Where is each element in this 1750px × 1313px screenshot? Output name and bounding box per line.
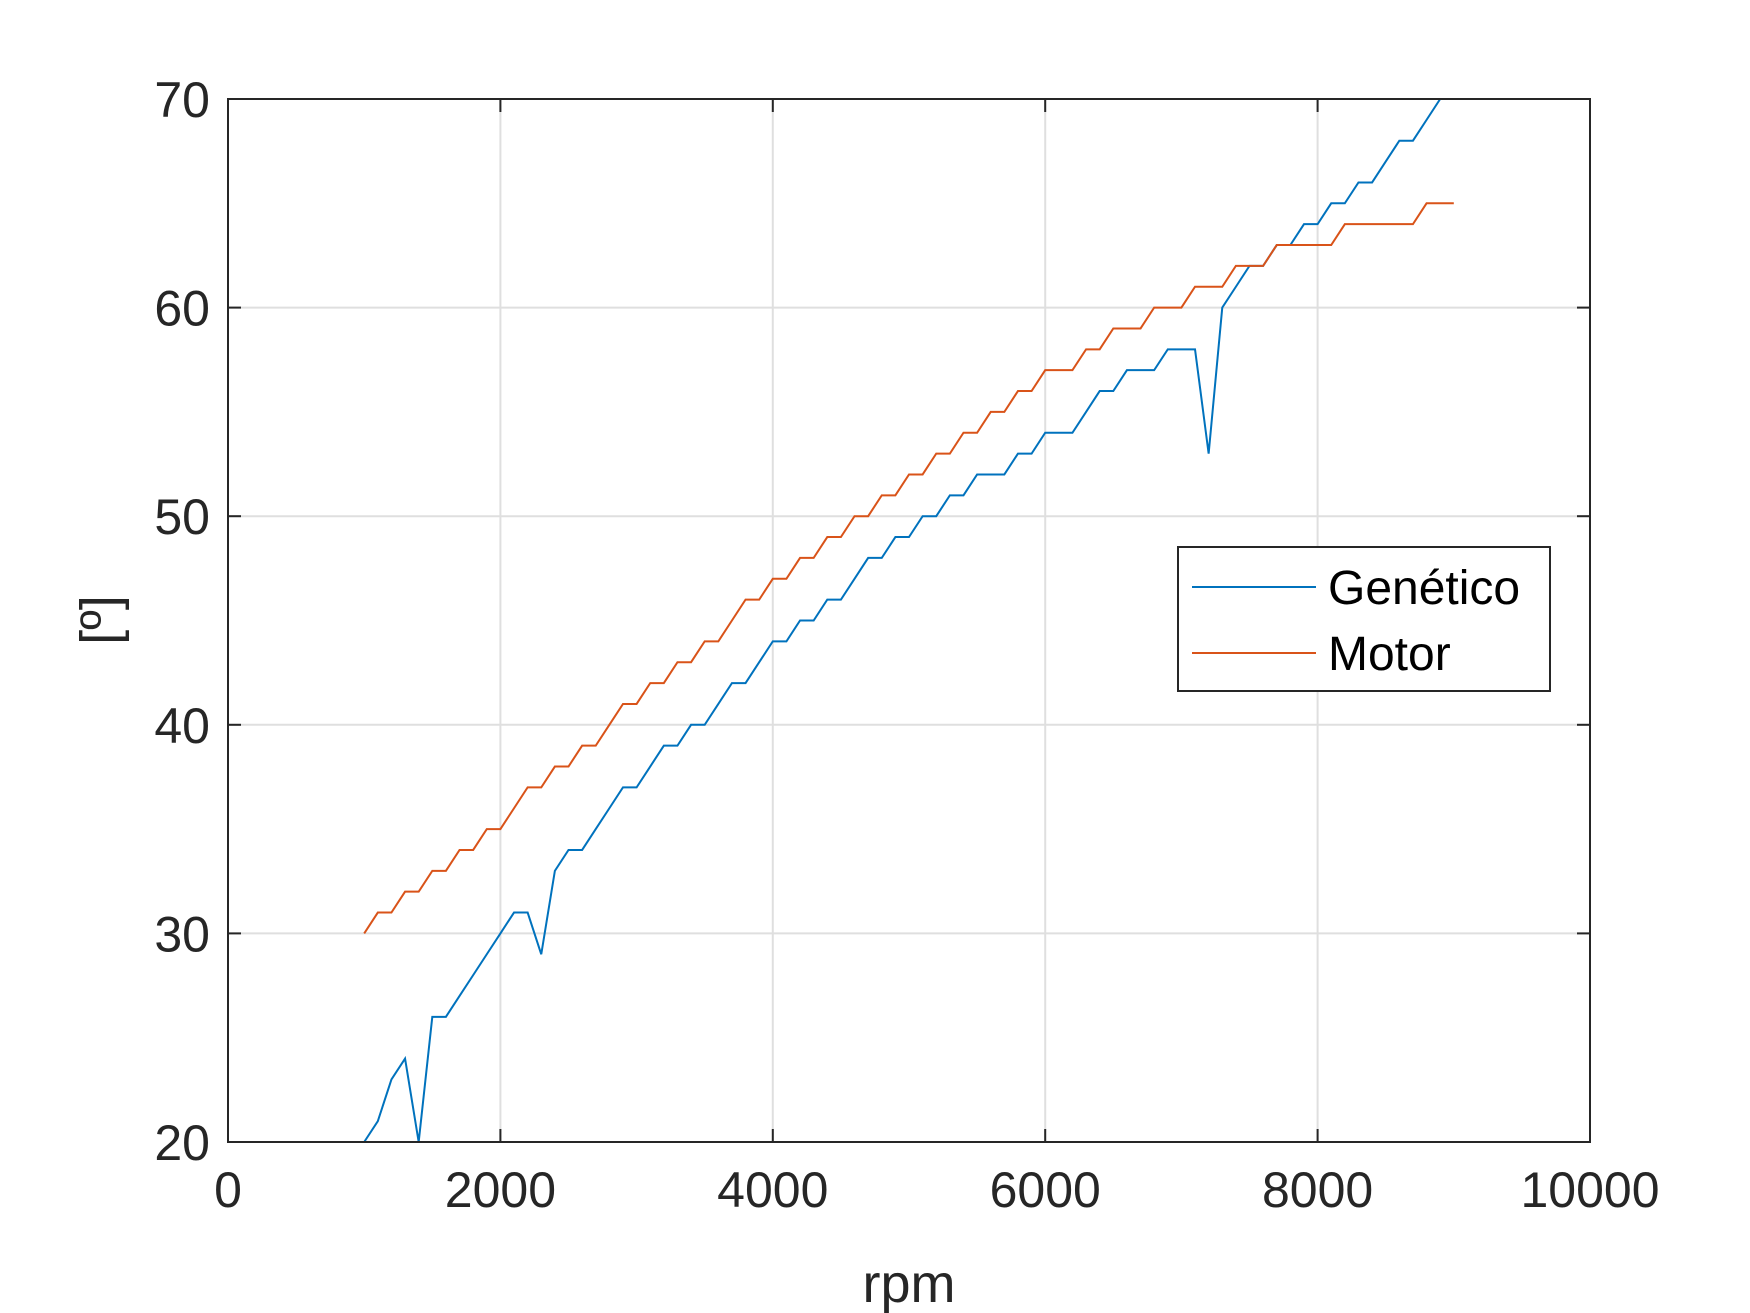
x-tick-label: 10000	[1520, 1162, 1659, 1218]
plot-frame	[227, 98, 1591, 1143]
tick-marks	[227, 98, 1591, 1143]
y-tick-label: 20	[154, 1115, 210, 1171]
x-tick-label: 0	[214, 1162, 242, 1218]
series-line-motor	[363, 202, 1454, 934]
x-tick-label: 4000	[717, 1162, 828, 1218]
y-tick-label: 30	[154, 906, 210, 962]
y-axis-label: [º]	[70, 595, 130, 645]
y-tick-label: 40	[154, 698, 210, 754]
x-tick-labels: 0 2000 4000 6000 8000 10000	[214, 1162, 1659, 1218]
x-tick-label: 2000	[445, 1162, 556, 1218]
y-tick-labels: 20 30 40 50 60 70	[154, 72, 210, 1171]
legend-box	[1177, 546, 1551, 692]
legend-label-genetico: Genético	[1328, 562, 1520, 615]
y-tick-label: 60	[154, 281, 210, 337]
x-axis-label: rpm	[863, 1254, 956, 1313]
x-tick-label: 6000	[990, 1162, 1101, 1218]
legend-label-motor: Motor	[1328, 628, 1451, 681]
y-tick-label: 50	[154, 489, 210, 545]
legend: Genético Motor	[1177, 546, 1551, 692]
series-layer	[363, 98, 1454, 1143]
y-tick-label: 70	[154, 72, 210, 128]
grid-lines	[228, 99, 1590, 1142]
x-tick-label: 8000	[1262, 1162, 1373, 1218]
